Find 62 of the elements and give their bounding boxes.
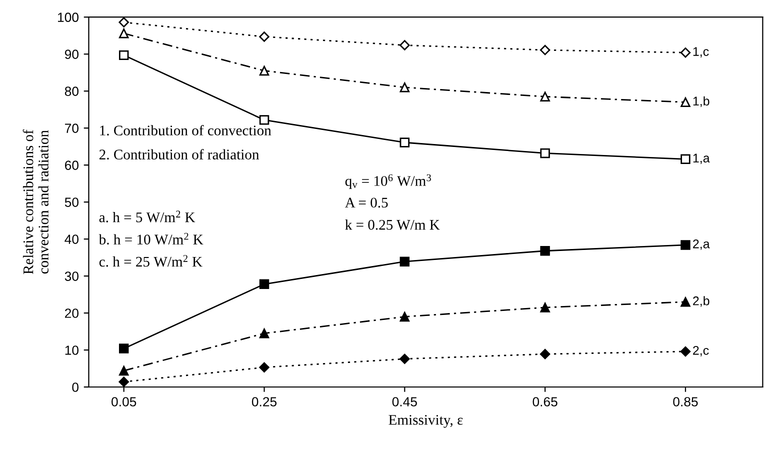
annotation: k = 0.25 W/m K <box>345 219 440 230</box>
annotation: 1. Contribution of convection <box>100 125 272 136</box>
point <box>400 354 410 364</box>
y-tick-label: 100 <box>58 12 79 22</box>
point <box>259 66 270 76</box>
point <box>540 348 550 360</box>
annotation: a. h = 5 W/m$^{2}$ K <box>99 210 196 222</box>
point <box>680 240 690 250</box>
point <box>400 256 410 266</box>
point <box>259 279 270 290</box>
y-tick-label: 70 <box>65 124 79 133</box>
series-label: 2,b <box>693 296 710 307</box>
point <box>400 138 410 148</box>
point <box>118 50 129 60</box>
point <box>680 346 691 357</box>
y-tick-label: 80 <box>64 86 79 96</box>
annotation: q$_{v}$ = 10$^{6}$ W/m$^{3}$ <box>345 174 431 189</box>
point <box>680 297 690 307</box>
point <box>680 154 690 164</box>
point <box>540 92 550 102</box>
x-tick-label: 0.65 <box>532 397 558 406</box>
point <box>540 148 550 158</box>
point <box>540 302 550 312</box>
y-tick-label: 60 <box>65 160 79 170</box>
series-label: 2,a <box>693 239 710 250</box>
x-tick-label: 0.45 <box>392 397 417 406</box>
series-label: 1,c <box>693 47 709 58</box>
annotation: b. h = 10 W/m$^{2}$ K <box>98 232 204 245</box>
y-tick-label: 10 <box>65 346 79 355</box>
annotation: c. h = 25 W/m$^{2}$ K <box>99 255 202 267</box>
point <box>118 17 129 28</box>
x-tick-label: 0.25 <box>252 397 277 406</box>
x-tick-label: 0.85 <box>673 397 698 406</box>
point <box>259 32 270 42</box>
annotation: 2. Contribution of radiation <box>99 149 260 160</box>
point <box>540 246 550 256</box>
x-axis-title: Emissivity, ε <box>388 415 463 428</box>
point <box>680 47 691 58</box>
series-label: 2,c <box>693 346 709 356</box>
point <box>680 97 690 108</box>
point <box>400 312 410 322</box>
point <box>540 44 550 56</box>
point <box>259 115 270 125</box>
point <box>400 82 410 92</box>
point <box>118 366 129 376</box>
y-tick-label: 40 <box>64 234 79 244</box>
series-label: 1,a <box>693 154 710 164</box>
point <box>259 362 270 373</box>
y-tick-label: 20 <box>65 308 79 318</box>
point <box>118 28 129 38</box>
point <box>400 40 410 50</box>
point <box>118 376 129 387</box>
y-tick-label: 50 <box>64 198 79 207</box>
annotation: A = 0.5 <box>344 198 388 208</box>
y-tick-label: 90 <box>64 50 79 59</box>
series-label: 1,b <box>693 96 710 108</box>
point <box>259 328 270 338</box>
y-tick-label: 0 <box>72 382 78 392</box>
y-axis-title: Relative contributions of convection and radiation <box>22 130 48 274</box>
point <box>118 344 129 354</box>
y-tick-label: 30 <box>64 272 79 281</box>
x-tick-label: 0.05 <box>112 397 136 406</box>
